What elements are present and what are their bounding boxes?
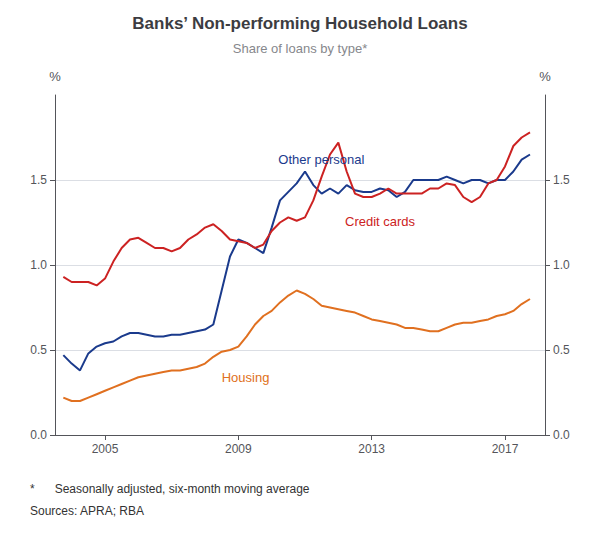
svg-text:1.0: 1.0 [553, 258, 570, 272]
svg-text:1.5: 1.5 [30, 173, 47, 187]
svg-text:%: % [49, 69, 61, 84]
svg-text:2013: 2013 [358, 442, 385, 456]
svg-text:Credit cards: Credit cards [345, 214, 416, 229]
svg-text:0.0: 0.0 [30, 428, 47, 442]
svg-text:Share of loans by type*: Share of loans by type* [233, 41, 367, 56]
svg-text:Other personal: Other personal [278, 152, 364, 167]
svg-text:0.0: 0.0 [553, 428, 570, 442]
svg-text:Banks’ Non-performing Househol: Banks’ Non-performing Household Loans [132, 14, 467, 33]
svg-text:%: % [539, 69, 551, 84]
svg-text:1.0: 1.0 [30, 258, 47, 272]
svg-text:0.5: 0.5 [553, 343, 570, 357]
svg-text:2017: 2017 [492, 442, 519, 456]
svg-text:2005: 2005 [92, 442, 119, 456]
svg-text:1.5: 1.5 [553, 173, 570, 187]
svg-text:* Seasonally adjusted, si: * Seasonally adjusted, six-month moving … [30, 482, 310, 496]
svg-text:2009: 2009 [225, 442, 252, 456]
svg-text:Sources: APRA; RBA: Sources: APRA; RBA [30, 504, 144, 518]
svg-text:Housing: Housing [222, 370, 270, 385]
svg-text:0.5: 0.5 [30, 343, 47, 357]
